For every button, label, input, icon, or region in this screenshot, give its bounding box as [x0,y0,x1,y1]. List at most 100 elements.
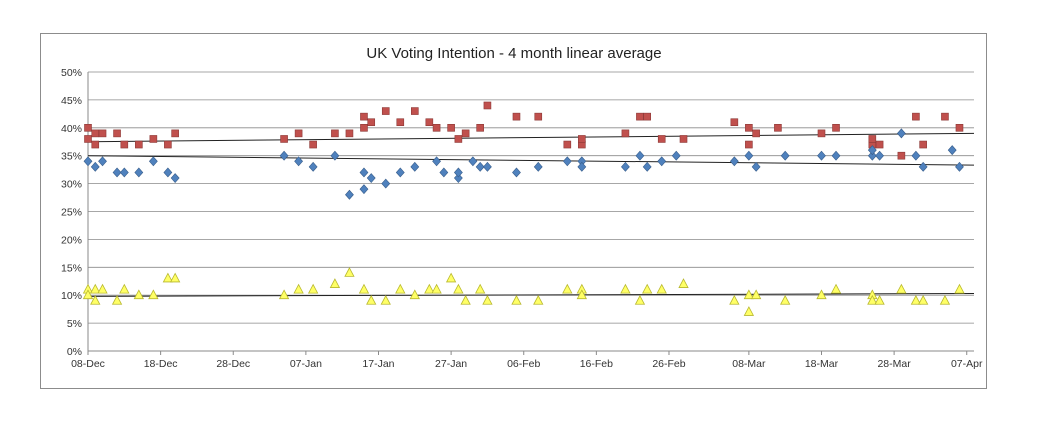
data-point [278,289,290,300]
data-point [367,118,376,127]
data-point [671,150,681,161]
data-point [294,156,304,167]
data-point [868,135,877,143]
data-point [910,294,922,305]
data-point [562,156,572,167]
data-point [279,150,289,161]
data-point [533,161,543,172]
data-point [84,135,92,143]
data-point [358,283,370,294]
data-point [817,129,826,138]
trend-line [87,155,975,166]
y-tick-label: 10% [61,290,82,302]
y-tick-label: 45% [61,95,82,107]
data-point [475,161,485,172]
data-point [97,283,108,294]
data-point [947,145,957,156]
data-point [111,294,123,305]
data-point [148,156,158,167]
data-point [563,140,572,149]
data-point [359,184,369,195]
data-point [743,306,755,316]
data-point [170,173,180,183]
data-point [744,150,754,161]
data-point [98,129,107,138]
data-point [774,124,782,132]
data-point [113,129,121,138]
data-point [867,145,877,156]
x-tick-label: 07-Apr [951,358,983,370]
data-point [743,289,755,300]
data-point [460,294,471,305]
data-point [82,289,94,300]
data-point [917,294,929,305]
data-point [620,283,631,294]
data-point [98,156,107,167]
data-point [395,283,406,294]
data-point [425,118,434,127]
data-point [344,267,355,277]
data-point [817,150,826,161]
x-tick-label: 08-Dec [71,358,105,370]
data-point [432,156,441,167]
data-point [576,289,588,300]
data-point [562,283,573,294]
data-point [169,272,181,283]
chart-frame: UK Voting Intention - 4 month linear ave… [40,33,987,389]
data-point [912,112,920,121]
data-point [461,129,470,138]
data-point [396,118,405,127]
data-point [780,294,791,305]
data-point [366,173,376,183]
data-point [678,278,689,288]
data-point [90,161,100,172]
data-point [830,283,842,294]
data-point [752,129,760,138]
data-point [512,167,521,178]
x-tick-label: 26-Feb [652,358,685,370]
data-point [119,167,129,178]
x-tick-label: 28-Mar [877,358,911,370]
data-point [679,135,688,143]
x-tick-label: 16-Feb [580,358,613,370]
y-tick-label: 50% [61,67,82,79]
data-point [911,150,921,161]
chart-background [41,34,986,388]
data-point [896,283,907,294]
data-point [750,289,762,300]
data-point [897,151,906,160]
data-point [476,124,484,132]
y-tick-label: 35% [61,151,82,163]
data-point [294,129,303,138]
data-point [483,161,492,172]
data-point [875,150,884,161]
y-tick-label: 40% [61,123,82,135]
data-point [955,124,964,132]
data-point [939,294,951,305]
data-point [409,289,420,300]
data-point [482,294,493,305]
y-tick-label: 15% [61,262,82,274]
gridlines [88,71,974,324]
data-point [119,283,130,294]
data-point [642,161,652,172]
data-point [395,167,405,178]
data-point [745,124,753,132]
data-point [84,124,92,132]
y-tick-label: 25% [61,207,82,219]
data-point [578,135,586,143]
data-point [133,289,145,300]
x-tick-label: 17-Jan [362,358,394,370]
data-point [366,294,377,305]
data-point [831,150,841,161]
x-tick-label: 08-Mar [732,358,766,370]
data-point [307,283,319,294]
data-point [171,129,179,138]
data-point [91,129,100,138]
data-point [454,135,463,143]
data-point [745,140,753,149]
data-point [381,178,391,189]
data-point [474,283,486,294]
data-point [816,289,827,300]
axes: 0% 5% 10% 15% 20% 25% 30% 35% 40% 45% 50% 08-Dec 18-… [61,67,983,370]
